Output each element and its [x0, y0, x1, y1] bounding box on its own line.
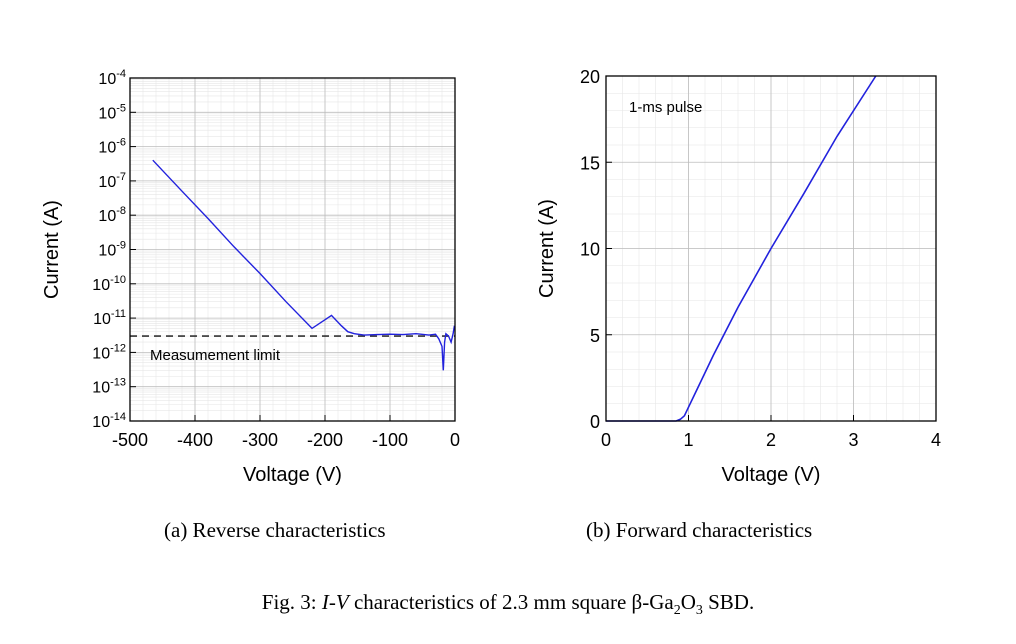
y-tick-label: 5	[590, 326, 600, 346]
fig-caption-sub2: 3	[695, 603, 703, 619]
y-tick-exp: -14	[110, 411, 126, 423]
y-tick-label: 10-10	[92, 274, 126, 294]
caption-forward: (b) Forward characteristics	[586, 518, 813, 542]
x-tick-label: 0	[450, 430, 460, 450]
x-axis-label: Voltage (V)	[243, 464, 342, 486]
figure-caption: Fig. 3: I-V characteristics of 2.3 mm sq…	[0, 590, 1016, 619]
y-axis-label: Current (A)	[536, 199, 558, 298]
y-tick-exp: -6	[116, 137, 126, 149]
x-tick-label: 3	[848, 430, 858, 450]
y-tick-base: 10	[98, 140, 116, 157]
series-reverse-current	[152, 159, 456, 371]
y-tick-label: 10-7	[98, 171, 126, 191]
x-tick-label: 1	[683, 430, 693, 450]
y-tick-base: 10	[98, 208, 116, 225]
y-tick-base: 10	[98, 105, 116, 122]
y-tick-label: 10-11	[93, 308, 126, 328]
y-tick-exp: -11	[111, 308, 126, 320]
y-tick-base: 10	[98, 243, 116, 260]
fig-caption-rest: characteristics of 2.3 mm square β-Ga	[348, 590, 674, 614]
y-tick-exp: -4	[116, 68, 126, 80]
y-tick-base: 10	[98, 71, 116, 88]
x-tick-label: -200	[307, 430, 343, 450]
x-tick-label: 4	[931, 430, 941, 450]
y-tick-exp: -13	[110, 377, 126, 389]
fig-caption-end: SBD.	[702, 590, 755, 614]
x-tick-label: 0	[601, 430, 611, 450]
x-tick-label: -500	[112, 430, 148, 450]
y-axis-label: Current (A)	[41, 200, 63, 299]
y-tick-label: 0	[590, 412, 600, 432]
x-tick-label: -400	[177, 430, 213, 450]
y-tick-exp: -10	[110, 274, 126, 286]
y-tick-exp: -7	[116, 171, 126, 183]
y-tick-label: 10-9	[98, 240, 126, 260]
measurement-limit-label: Measumement limit	[150, 347, 281, 364]
y-tick-label: 10-13	[92, 377, 126, 397]
y-tick-label: 10-6	[98, 137, 126, 157]
x-axis-label: Voltage (V)	[722, 464, 821, 486]
y-tick-base: 10	[93, 311, 111, 328]
y-tick-exp: -5	[116, 102, 126, 114]
y-tick-label: 10-5	[98, 102, 126, 122]
y-tick-base: 10	[92, 414, 110, 431]
y-tick-base: 10	[92, 380, 110, 397]
y-tick-label: 10-8	[98, 205, 126, 225]
y-tick-exp: -12	[110, 342, 126, 354]
y-tick-exp: -9	[116, 240, 126, 252]
fig-caption-prefix: Fig. 3:	[261, 590, 322, 614]
y-tick-exp: -8	[116, 205, 126, 217]
y-tick-base: 10	[92, 345, 110, 362]
y-tick-label: 20	[580, 67, 600, 87]
fig-caption-italic: I-V	[321, 590, 349, 614]
y-tick-label: 10-4	[98, 68, 126, 88]
pulse-annotation: 1-ms pulse	[629, 99, 702, 116]
fig-caption-mid: O	[680, 590, 696, 614]
chart-forward: 1-ms pulse 0 1 2 3 4 0 5 10 15 20 Voltage (V) Curren…	[536, 67, 941, 486]
y-tick-label: 10-12	[92, 342, 126, 362]
y-tick-label: 15	[580, 153, 600, 173]
fig-caption-sub1: 2	[673, 603, 681, 619]
x-tick-label: -300	[242, 430, 278, 450]
y-tick-base: 10	[92, 277, 110, 294]
caption-reverse: (a) Reverse characteristics	[164, 518, 386, 542]
y-tick-label: 10	[580, 240, 600, 260]
chart-reverse: Measumement limit -500 -400 -300 -200 -100 0 10…	[41, 68, 460, 486]
x-tick-label: 2	[766, 430, 776, 450]
y-tick-label: 10-14	[92, 411, 126, 431]
y-tick-base: 10	[98, 174, 116, 191]
x-tick-label: -100	[372, 430, 408, 450]
